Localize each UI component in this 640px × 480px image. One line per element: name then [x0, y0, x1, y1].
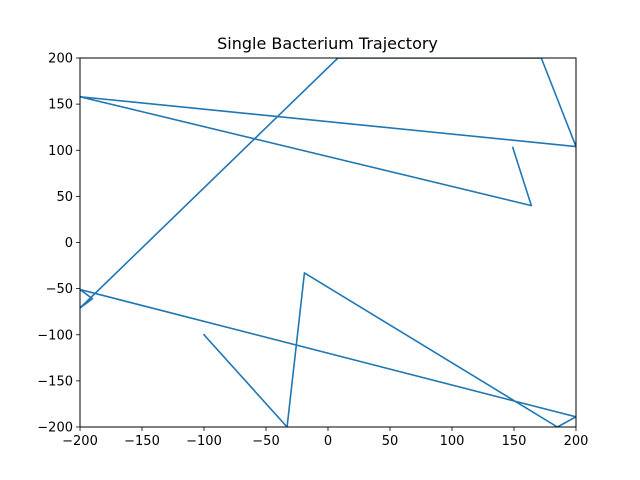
x-tick-label: −150 — [124, 434, 160, 449]
x-tick-label: 200 — [564, 434, 589, 449]
y-tick-label: 150 — [48, 98, 73, 113]
x-tick-label: −50 — [252, 434, 279, 449]
plot-frame — [79, 57, 577, 428]
x-tick-label: 100 — [440, 434, 465, 449]
x-tick-label: 150 — [502, 434, 527, 449]
y-tick-label: −150 — [37, 374, 73, 389]
chart-title: Single Bacterium Trajectory — [217, 34, 438, 53]
series-layer — [80, 58, 576, 427]
x-tick-label: 50 — [382, 434, 399, 449]
y-tick-label: −50 — [46, 282, 73, 297]
y-tick-label: −100 — [37, 328, 73, 343]
y-tick-label: 200 — [48, 52, 73, 67]
y-tick-label: 50 — [56, 190, 73, 205]
x-tick-label: 0 — [324, 434, 332, 449]
trajectory-line — [80, 58, 576, 427]
x-tick-label: −200 — [62, 434, 98, 449]
x-tick-label: −100 — [186, 434, 222, 449]
axes: −200 −150 −100 −50 0 50 100 150 200 −200 −150 −100 −… — [37, 52, 588, 450]
y-tick-label: −200 — [37, 421, 73, 436]
y-tick-label: 100 — [48, 144, 73, 159]
y-tick-label: 0 — [65, 236, 73, 251]
